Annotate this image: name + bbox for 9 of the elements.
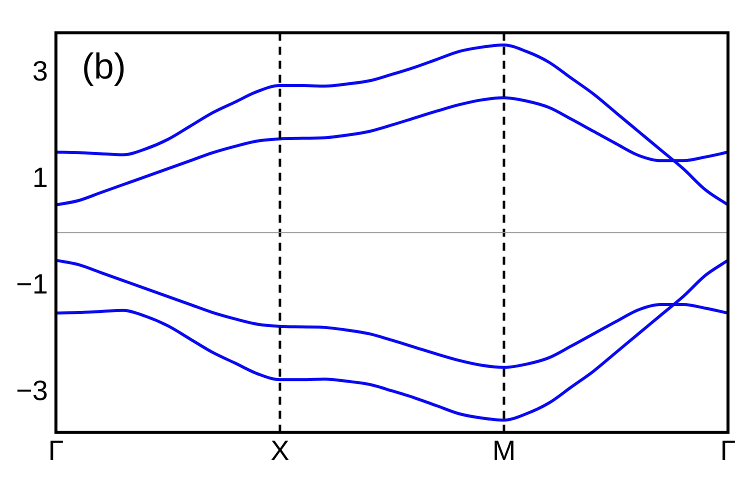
y-tick-label: −1 [16,268,48,300]
y-tick-label: 1 [32,162,48,194]
x-tick-label: X [270,434,290,466]
y-tick-label: −3 [16,375,48,406]
x-tick-label: M [492,434,516,466]
x-tick-label: Γ [720,434,736,466]
y-tick-label: 3 [32,55,48,86]
x-tick-label: Γ [48,434,64,466]
annotation: (b) [82,46,126,87]
